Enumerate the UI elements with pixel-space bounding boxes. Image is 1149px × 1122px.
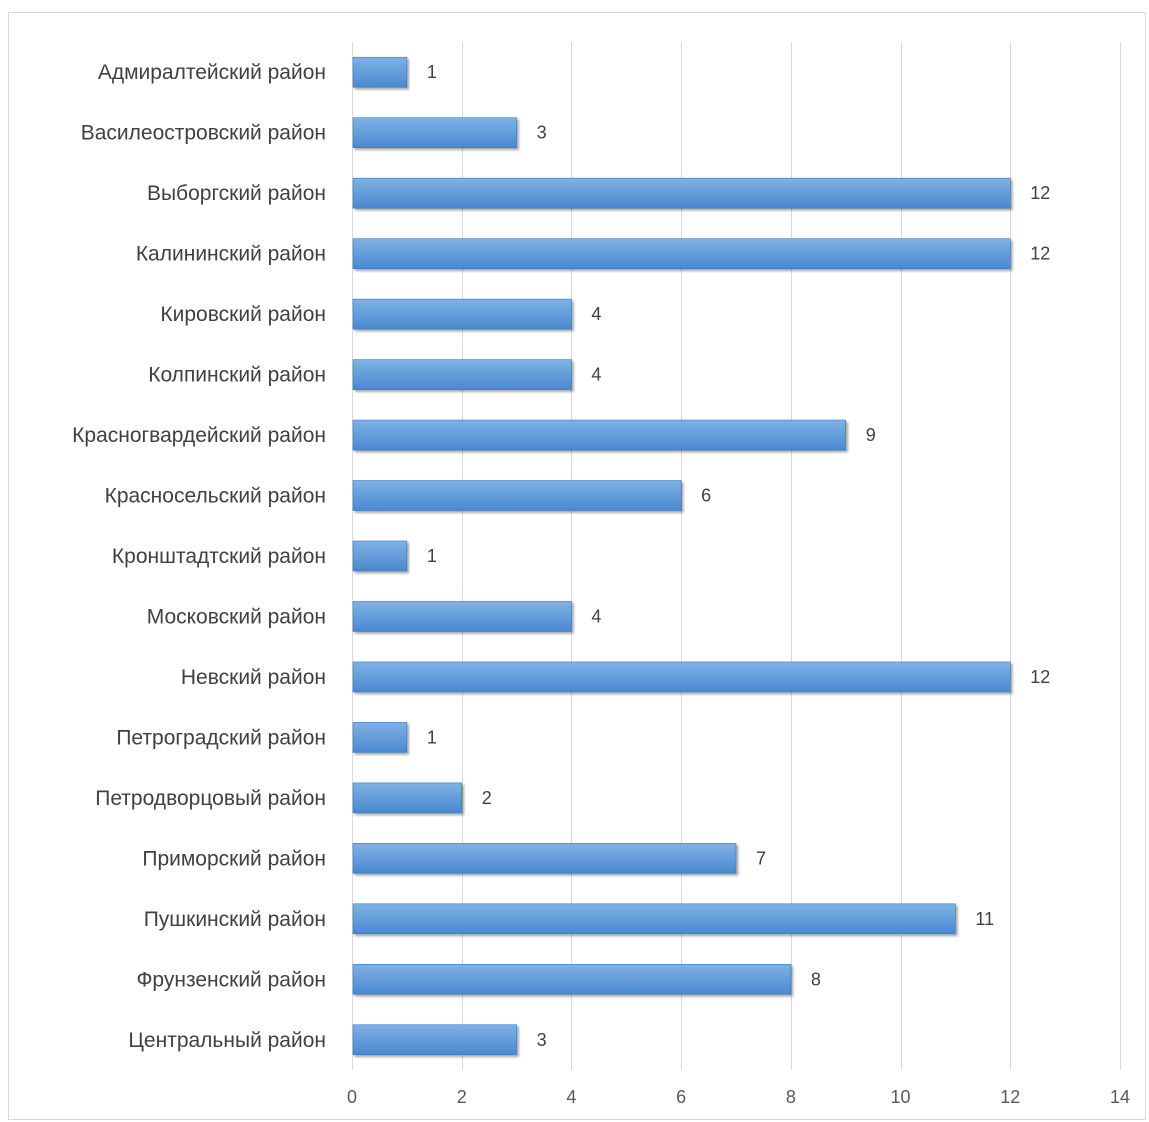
category-label: Выборгский район	[147, 182, 326, 205]
bar-16	[352, 963, 792, 995]
x-tick-label-6: 6	[676, 1087, 686, 1107]
bar-5	[352, 298, 572, 330]
bar-13	[352, 782, 463, 814]
category-label: Василеостровский район	[81, 122, 326, 145]
bar-1	[352, 56, 408, 88]
x-tick-label-4: 4	[566, 1087, 576, 1107]
category-label: Петродворцовый район	[95, 787, 326, 810]
data-label: 1	[427, 62, 437, 82]
data-label: 12	[1030, 667, 1050, 687]
category-label: Фрунзенский район	[136, 968, 326, 991]
x-tick-label-8: 8	[786, 1087, 796, 1107]
bars	[352, 56, 1011, 1056]
x-tick-label-14: 14	[1110, 1087, 1130, 1107]
x-tick-label-0: 0	[347, 1087, 357, 1107]
data-label: 11	[975, 909, 994, 929]
category-label: Петроградский район	[116, 726, 326, 749]
category-label: Центральный район	[128, 1029, 326, 1052]
bar-7	[352, 419, 847, 451]
x-tick-label-10: 10	[891, 1087, 911, 1107]
category-label: Калининский район	[136, 243, 326, 266]
category-label: Кировский район	[160, 303, 326, 326]
category-labels: Адмиралтейский район Василеостровский рай…	[72, 61, 326, 1052]
category-label: Кронштадтский район	[112, 545, 326, 568]
data-label: 12	[1030, 244, 1050, 264]
category-label: Московский район	[147, 605, 326, 628]
bar-15	[352, 903, 956, 935]
category-label: Невский район	[181, 666, 326, 689]
category-label: Колпинский район	[148, 364, 326, 387]
data-label: 4	[591, 365, 601, 385]
data-label: 1	[427, 727, 437, 747]
bar-17	[352, 1024, 517, 1056]
data-label: 3	[537, 1030, 547, 1050]
bar-8	[352, 480, 682, 511]
bar-4	[352, 238, 1011, 269]
x-tick-label-2: 2	[457, 1087, 467, 1107]
category-label: Адмиралтейский район	[98, 61, 326, 84]
x-axis-ticks: 0 2 4 6 8 10 12 14	[347, 1087, 1130, 1107]
data-label: 1	[427, 546, 437, 566]
category-label: Пушкинский район	[144, 908, 326, 931]
data-label: 7	[756, 848, 766, 868]
data-label: 12	[1030, 183, 1050, 203]
bar-6	[352, 359, 572, 390]
category-label: Красногвардейский район	[72, 424, 326, 447]
data-label: 2	[482, 788, 492, 808]
bar-2	[352, 117, 517, 149]
bar-9	[352, 540, 408, 572]
data-label: 6	[701, 486, 711, 506]
bar-3	[352, 177, 1011, 209]
bar-11	[352, 661, 1011, 693]
data-label: 3	[537, 123, 547, 143]
category-label: Красносельский район	[105, 485, 326, 508]
category-label: Приморский район	[142, 847, 326, 870]
x-tick-label-12: 12	[1000, 1087, 1020, 1107]
bar-10	[352, 601, 572, 632]
bar-14	[352, 843, 737, 874]
bar-12	[352, 722, 408, 753]
data-label: 8	[811, 969, 821, 989]
data-label: 9	[866, 425, 876, 445]
data-label: 4	[591, 606, 601, 626]
gridlines	[352, 42, 1121, 1070]
data-label: 4	[591, 304, 601, 324]
